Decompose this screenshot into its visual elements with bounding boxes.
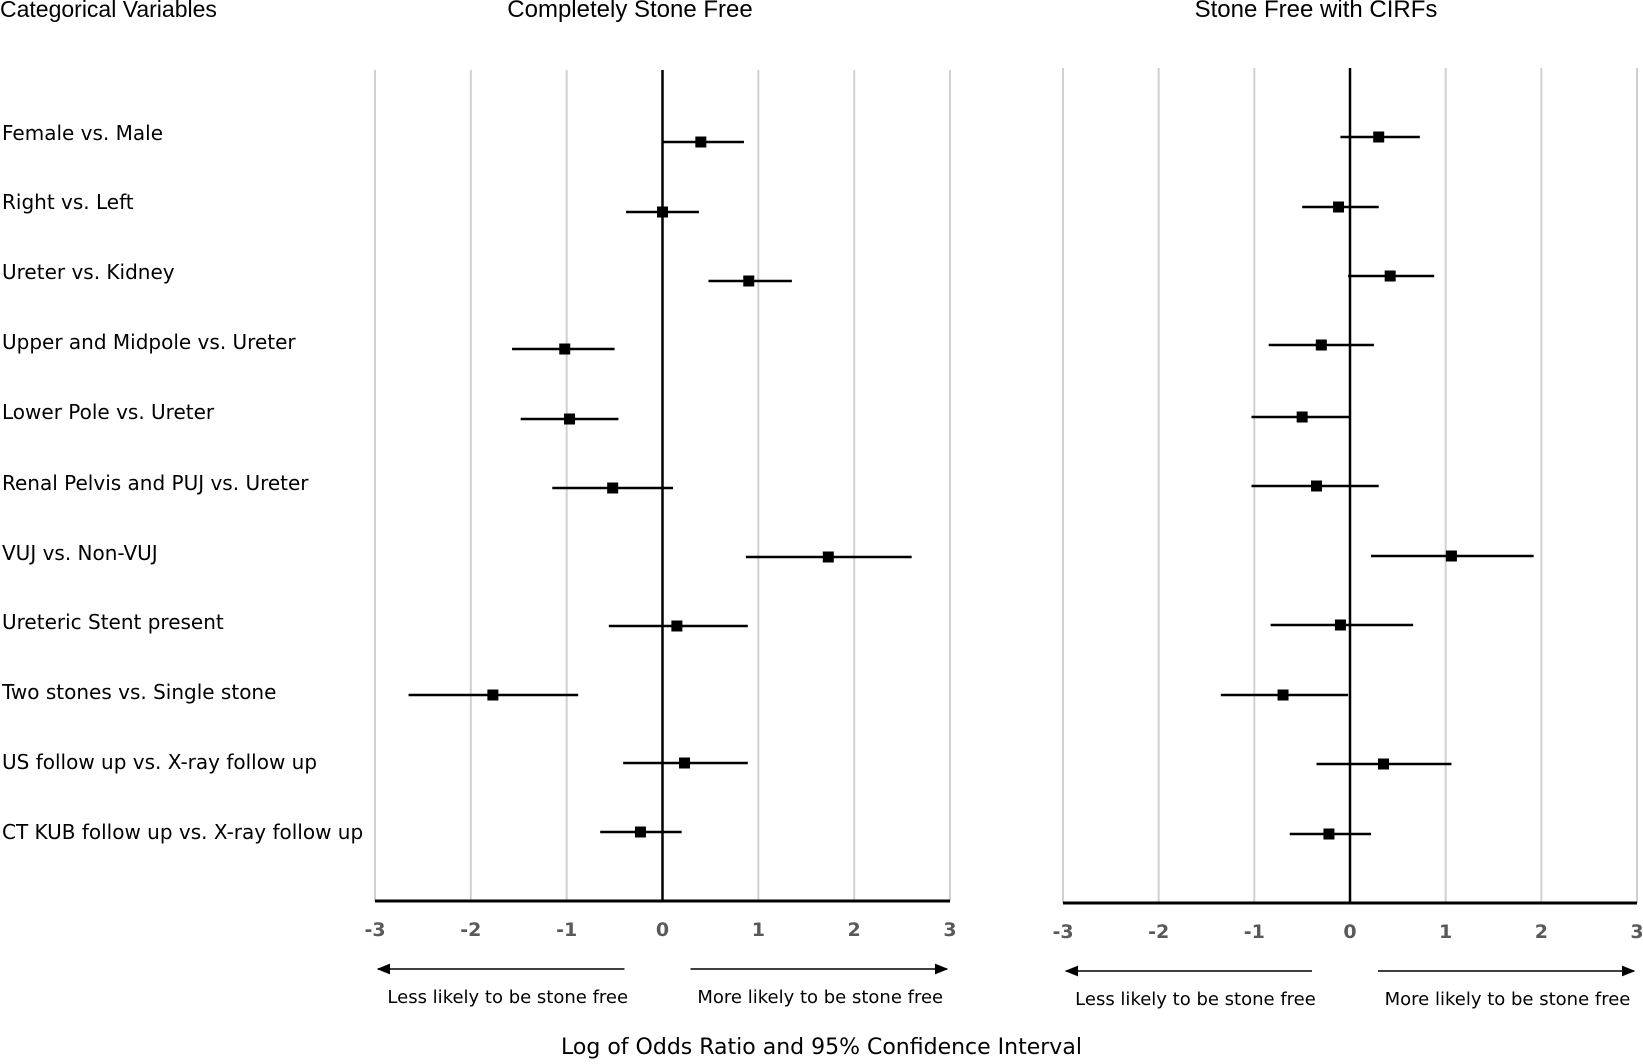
less-likely-label: Less likely to be stone free: [1075, 989, 1316, 1010]
estimate-marker: [1334, 619, 1346, 631]
estimate-marker: [559, 343, 571, 355]
row-label: Ureter vs. Kidney: [2, 260, 175, 284]
estimate-marker: [695, 136, 707, 148]
row-label: Right vs. Left: [2, 190, 134, 214]
estimate-marker: [657, 206, 668, 218]
row-label: Two stones vs. Single stone: [2, 680, 277, 704]
tick-label: -3: [364, 919, 385, 941]
tick-label: 2: [848, 919, 861, 941]
chart-title-completely-stone-free: Completely Stone Free: [507, 0, 753, 23]
chart-title-stone-free-cirfs: Stone Free with CIRFs: [1194, 0, 1438, 23]
tick-label: -3: [1052, 921, 1073, 943]
tick-label: -1: [1244, 921, 1265, 943]
estimate-marker: [487, 689, 499, 701]
tick-label: 0: [1343, 921, 1356, 943]
tick-label: 2: [1535, 921, 1548, 943]
row-label: VUJ vs. Non-VUJ: [2, 541, 158, 565]
estimate-marker: [1445, 550, 1457, 562]
row-label: Renal Pelvis and PUJ vs. Ureter: [2, 471, 309, 495]
tick-label: 3: [943, 919, 956, 941]
tick-label: 0: [656, 919, 669, 941]
tick-label: 3: [1630, 921, 1643, 943]
estimate-marker: [634, 826, 646, 838]
row-label: Female vs. Male: [2, 121, 164, 145]
estimate-marker: [1323, 828, 1335, 840]
estimate-marker: [1277, 689, 1289, 701]
estimate-marker: [564, 413, 576, 425]
estimate-marker: [822, 551, 834, 563]
estimate-marker: [1311, 480, 1323, 492]
estimate-marker: [671, 620, 683, 632]
more-likely-label: More likely to be stone free: [697, 987, 943, 1008]
header-categorical-variables: Categorical Variables: [0, 0, 217, 22]
tick-label: -2: [460, 919, 481, 941]
estimate-marker: [1384, 270, 1396, 282]
row-label: US follow up vs. X-ray follow up: [2, 750, 318, 774]
tick-label: -2: [1148, 921, 1169, 943]
tick-label: 1: [1439, 921, 1452, 943]
estimate-marker: [1373, 131, 1385, 143]
tick-label: 1: [752, 919, 765, 941]
more-likely-label: More likely to be stone free: [1385, 989, 1631, 1010]
estimate-marker: [743, 275, 755, 287]
row-label: CT KUB follow up vs. X-ray follow up: [2, 820, 364, 844]
less-likely-label: Less likely to be stone free: [387, 987, 628, 1008]
estimate-marker: [679, 757, 691, 769]
estimate-marker: [607, 482, 619, 494]
tick-label: -1: [556, 919, 577, 941]
estimate-marker: [1315, 339, 1327, 351]
row-label: Upper and Midpole vs. Ureter: [2, 330, 296, 354]
estimate-marker: [1333, 201, 1345, 213]
row-label: Lower Pole vs. Ureter: [2, 400, 215, 424]
estimate-marker: [1377, 758, 1389, 770]
estimate-marker: [1296, 411, 1308, 423]
row-label: Ureteric Stent present: [2, 610, 224, 634]
x-axis-label: Log of Odds Ratio and 95% Confidence Int…: [561, 1035, 1082, 1060]
